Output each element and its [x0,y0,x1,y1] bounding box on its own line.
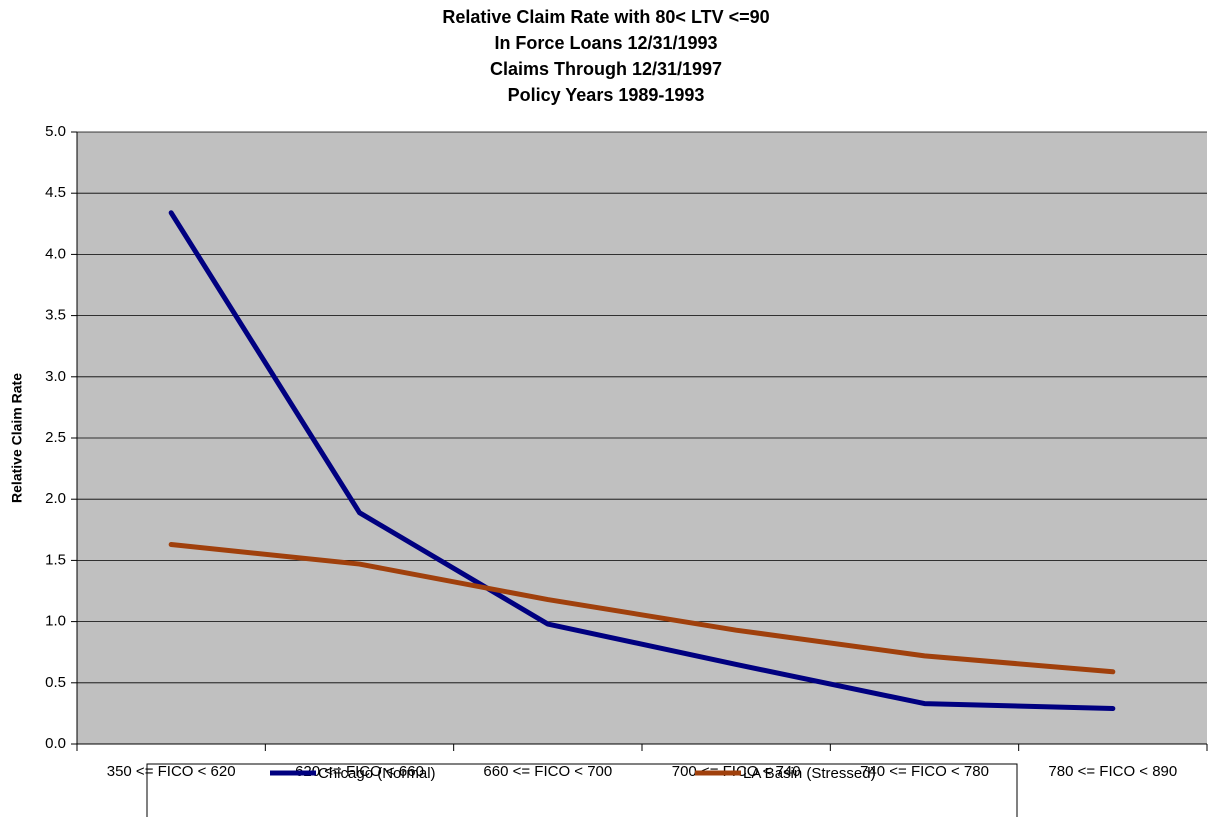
x-tick-label: 660 <= FICO < 700 [483,763,612,780]
x-tick-label: 620 <= FICO < 660 [295,763,424,780]
y-tick-label: 0.0 [45,735,66,752]
y-tick-label: 1.0 [45,613,66,630]
y-tick-label: 4.5 [45,184,66,201]
y-tick-label: 5.0 [45,123,66,140]
y-tick-label: 0.5 [45,674,66,691]
y-tick-label: 1.5 [45,551,66,568]
chart-title: Claims Through 12/31/1997 [490,59,722,79]
x-tick-label: 350 <= FICO < 620 [107,763,236,780]
y-tick-label: 2.5 [45,429,66,446]
x-tick-label: 780 <= FICO < 890 [1048,763,1177,780]
chart-title: In Force Loans 12/31/1993 [494,33,717,53]
legend-label: LA Basin (Stressed) [743,765,876,782]
legend-label: Chicago (Normal) [318,765,436,782]
y-tick-label: 2.0 [45,490,66,507]
y-axis-label: Relative Claim Rate [9,373,25,503]
y-tick-label: 4.0 [45,245,66,262]
y-tick-label: 3.5 [45,307,66,324]
x-tick-label: 740 <= FICO < 780 [860,763,989,780]
series-line [168,541,1116,675]
y-tick-label: 3.0 [45,368,66,385]
chart-title: Policy Years 1989-1993 [508,85,705,105]
chart-title: Relative Claim Rate with 80< LTV <=90 [442,7,769,27]
series-line [168,210,1116,712]
